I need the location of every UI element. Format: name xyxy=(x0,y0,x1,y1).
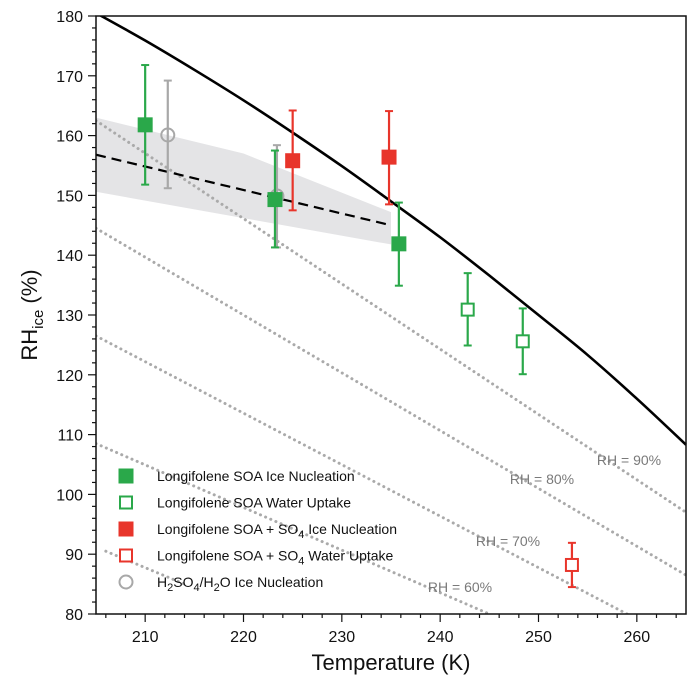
legend-text-part: SO xyxy=(173,574,193,590)
marker-square-filled xyxy=(137,117,153,133)
data-point xyxy=(564,541,579,589)
y-tick-label: 160 xyxy=(56,129,83,146)
legend-text-part: /H xyxy=(200,574,214,590)
data-point xyxy=(137,64,153,186)
x-tick-label: 210 xyxy=(132,629,159,646)
marker-square-open xyxy=(460,302,475,317)
legend-item: Longifolene SOA + SO4 Ice Nucleation xyxy=(118,521,397,541)
y-axis-title-sub: ice xyxy=(30,310,47,329)
rh-label-3: RH = 60% xyxy=(428,579,492,595)
legend-marker xyxy=(118,468,134,484)
legend-subscript: 2 xyxy=(167,582,173,594)
y-tick-label: 100 xyxy=(56,487,83,504)
legend-text-part: Longifolene SOA + SO xyxy=(157,521,298,537)
y-tick-label: 180 xyxy=(56,9,83,26)
y-axis-title-unit: (%) xyxy=(17,269,42,309)
y-tick-label: 110 xyxy=(57,428,83,445)
y-tick-label: 150 xyxy=(56,188,83,205)
rh-label-2: RH = 70% xyxy=(476,533,540,549)
rh-isoline-3 xyxy=(96,442,491,614)
rh-isoline-0 xyxy=(96,119,688,514)
rh-label-0: RH = 90% xyxy=(597,452,661,468)
marker-circle-open xyxy=(160,127,176,143)
data-point xyxy=(160,79,176,190)
marker-square-filled xyxy=(381,149,397,165)
legend-marker xyxy=(119,495,133,510)
legend-text-part: Water Uptake xyxy=(304,548,393,564)
rh-isoline-1 xyxy=(96,226,688,577)
legend-subscript: 4 xyxy=(193,582,199,594)
legend-marker xyxy=(118,574,134,590)
uncertainty-band xyxy=(96,117,391,245)
data-point xyxy=(285,109,301,212)
legend-text-part: Longifolene SOA Ice Nucleation xyxy=(157,468,355,484)
legend-text-part: Longifolene SOA + SO xyxy=(157,548,298,564)
x-tick-label: 250 xyxy=(525,629,552,646)
legend-label: Longifolene SOA Ice Nucleation xyxy=(157,468,355,484)
legend-item: Longifolene SOA Ice Nucleation xyxy=(118,468,355,484)
rh-isoline-2 xyxy=(96,334,629,614)
marker-square-filled xyxy=(285,153,301,169)
legend-item: Longifolene SOA + SO4 Water Uptake xyxy=(119,548,394,568)
legend-text-part: O Ice Nucleation xyxy=(220,574,324,590)
legend-item: H2SO4/H2O Ice Nucleation xyxy=(118,574,323,594)
x-tick-label: 230 xyxy=(328,629,355,646)
water-saturation-curve xyxy=(98,16,687,446)
legend-label: Longifolene SOA + SO4 Water Uptake xyxy=(157,548,394,568)
legend-marker xyxy=(119,548,133,563)
marker-square-open xyxy=(515,334,530,349)
legend-text-part: Longifolene SOA Water Uptake xyxy=(157,495,351,511)
data-point xyxy=(391,201,407,287)
y-axis-title: RHice (%) xyxy=(17,269,47,360)
legend-subscript: 4 xyxy=(298,556,304,568)
legend-text-part: H xyxy=(157,574,167,590)
legend-item: Longifolene SOA Water Uptake xyxy=(119,495,351,511)
y-axis-title-main: RH xyxy=(17,329,42,361)
legend-text-part: Ice Nucleation xyxy=(304,521,397,537)
legend-marker xyxy=(118,521,134,537)
legend-label: Longifolene SOA Water Uptake xyxy=(157,495,351,511)
y-tick-label: 140 xyxy=(56,248,83,265)
y-tick-label: 170 xyxy=(56,69,83,86)
x-tick-label: 260 xyxy=(623,629,650,646)
legend-subscript: 2 xyxy=(214,582,220,594)
data-point xyxy=(381,110,397,206)
data-point xyxy=(515,307,530,376)
data-point xyxy=(267,149,283,249)
x-tick-label: 240 xyxy=(427,629,454,646)
y-tick-label: 80 xyxy=(65,607,83,624)
y-tick-label: 90 xyxy=(65,547,83,564)
y-tick-label: 130 xyxy=(56,308,83,325)
legend-label: Longifolene SOA + SO4 Ice Nucleation xyxy=(157,521,397,541)
y-tick-label: 120 xyxy=(56,368,83,385)
legend-label: H2SO4/H2O Ice Nucleation xyxy=(157,574,323,594)
marker-square-open xyxy=(564,557,579,572)
rh-label-1: RH = 80% xyxy=(510,471,574,487)
x-tick-label: 220 xyxy=(230,629,257,646)
data-point xyxy=(460,272,475,347)
marker-square-filled xyxy=(267,192,283,208)
legend-subscript: 4 xyxy=(298,529,304,541)
x-axis-title: Temperature (K) xyxy=(312,650,471,675)
marker-square-filled xyxy=(391,236,407,252)
